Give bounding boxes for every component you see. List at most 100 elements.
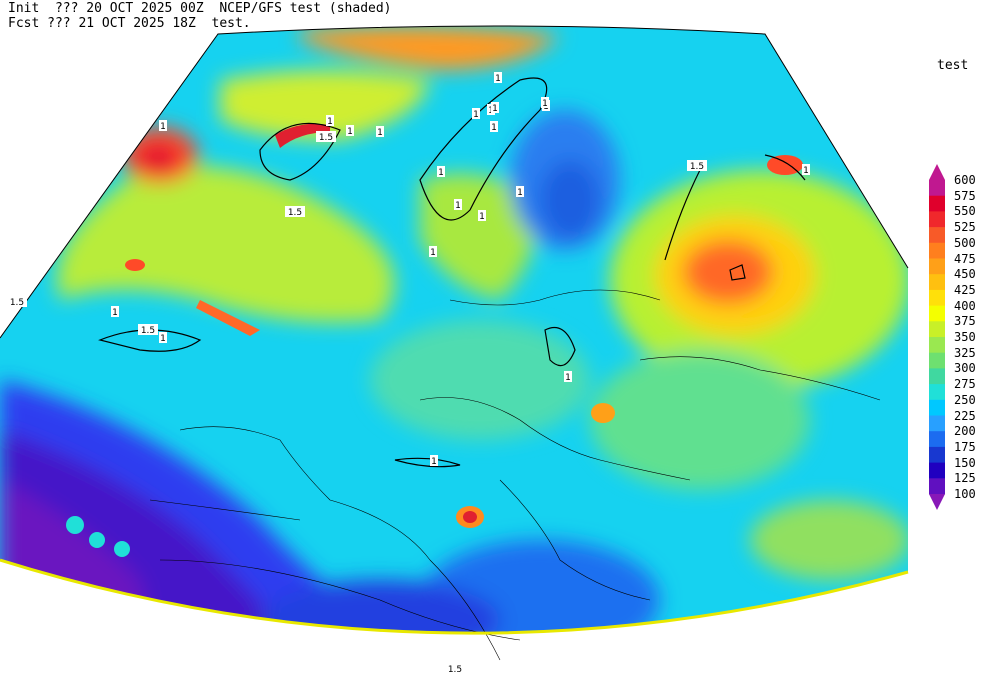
colorbar-tick-label: 150	[954, 455, 976, 470]
colorbar-tick-label: 425	[954, 282, 976, 297]
svg-text:1: 1	[492, 104, 498, 114]
colorbar-tick-label: 525	[954, 220, 976, 235]
svg-text:1.5: 1.5	[141, 326, 155, 336]
colorbar-segment	[929, 478, 945, 495]
colorbar-tick-label: 250	[954, 392, 976, 407]
colorbar-segment	[929, 399, 945, 416]
colorbar-segment	[929, 431, 945, 448]
colorbar-segment	[929, 274, 945, 291]
colorbar-segment	[929, 211, 945, 228]
contour-label: 1	[472, 108, 480, 120]
contour-label: 1	[541, 97, 549, 109]
svg-text:1: 1	[565, 373, 571, 383]
svg-text:1: 1	[473, 110, 479, 120]
svg-text:1: 1	[542, 99, 548, 109]
colorbar-segment	[929, 180, 945, 197]
colorbar	[929, 164, 945, 510]
svg-text:1: 1	[479, 212, 485, 222]
colorbar-top-arrow	[929, 164, 945, 180]
svg-text:1: 1	[438, 168, 444, 178]
colorbar-tick-label: 475	[954, 251, 976, 266]
svg-text:1: 1	[327, 117, 333, 127]
contour-label: 1	[430, 455, 438, 467]
colorbar-segment	[929, 289, 945, 307]
colorbar-segment	[929, 446, 945, 464]
colorbar-tick-label: 600	[954, 173, 976, 187]
colorbar-segment	[929, 384, 945, 401]
svg-text:1: 1	[517, 188, 523, 198]
contour-label: 1	[326, 115, 334, 127]
colorbar-tick-label: 125	[954, 471, 976, 486]
colorbar-segment	[929, 258, 945, 275]
svg-text:1: 1	[430, 248, 436, 258]
contour-label: 1	[802, 164, 810, 176]
contour-label: 1	[478, 210, 486, 222]
svg-text:1: 1	[160, 334, 166, 344]
legend-title: test	[937, 58, 969, 73]
colorbar-tick-label: 325	[954, 345, 976, 360]
svg-text:1: 1	[455, 201, 461, 211]
map-outline	[0, 25, 909, 339]
contour-label: 1	[346, 125, 354, 137]
colorbar-tick-label: 200	[954, 424, 976, 439]
contour-label: 1	[429, 246, 437, 258]
header-forecast-line: Fcst ??? 21 OCT 2025 18Z test.	[8, 16, 251, 31]
svg-text:1: 1	[377, 128, 383, 138]
colorbar-bottom-arrow	[929, 494, 945, 510]
contour-label: 1	[159, 120, 167, 132]
map-bottom-edge	[0, 558, 909, 635]
svg-text:1.5: 1.5	[448, 665, 462, 675]
contour-label: 1	[454, 199, 462, 211]
colorbar-tick-label: 550	[954, 204, 976, 219]
contour-label: 1	[516, 186, 524, 198]
colorbar-segment	[929, 462, 945, 479]
svg-text:1.5: 1.5	[319, 133, 333, 143]
contour-label: 1	[159, 332, 167, 344]
coastlines-and-borders	[149, 289, 881, 661]
colorbar-tick-label: 500	[954, 235, 976, 250]
colorbar-segment	[929, 415, 945, 432]
colorbar-segment	[929, 195, 945, 212]
contour-label: 1.5	[7, 296, 27, 308]
contour-label: 1	[490, 121, 498, 133]
svg-text:1: 1	[803, 166, 809, 176]
contour-label: 1	[564, 371, 572, 383]
colorbar-tick-label: 575	[954, 188, 976, 203]
contour-label: 1	[376, 126, 384, 138]
colorbar-tick-label: 300	[954, 361, 976, 376]
colorbar-segment	[929, 305, 945, 322]
svg-text:1: 1	[112, 308, 118, 318]
colorbar-tick-label: 350	[954, 330, 976, 344]
svg-text:1.5: 1.5	[690, 162, 704, 172]
colorbar-tick-label: 450	[954, 267, 976, 282]
colorbar-segment	[929, 321, 945, 338]
svg-text:1: 1	[347, 127, 353, 137]
colorbar-segment	[929, 337, 945, 354]
colorbar-tick-label: 175	[954, 439, 976, 454]
contour-label: 1.5	[687, 160, 707, 172]
contour-label: 1	[491, 102, 499, 114]
contour-label: 1.5	[316, 131, 336, 143]
contour-label: 1	[494, 72, 502, 84]
header-init-line: Init ??? 20 OCT 2025 00Z NCEP/GFS test (…	[8, 1, 392, 16]
svg-text:1.5: 1.5	[288, 208, 302, 218]
colorbar-tick-label: 375	[954, 314, 976, 329]
contour-label: 1.5	[285, 206, 305, 218]
contour-label: 1.5	[138, 324, 158, 336]
colorbar-segment	[929, 352, 945, 369]
svg-text:1: 1	[431, 457, 437, 467]
colorbar-tick-label: 225	[954, 408, 976, 423]
contour-label: 1	[111, 306, 119, 318]
colorbar-tick-label: 100	[954, 487, 976, 501]
svg-text:1: 1	[495, 74, 501, 84]
svg-text:1: 1	[491, 123, 497, 133]
contour-label: 1	[437, 166, 445, 178]
colorbar-tick-label: 275	[954, 377, 976, 392]
svg-text:1: 1	[160, 122, 166, 132]
colorbar-tick-label: 400	[954, 298, 976, 313]
colorbar-segment	[929, 368, 945, 385]
colorbar-segment	[929, 242, 945, 259]
